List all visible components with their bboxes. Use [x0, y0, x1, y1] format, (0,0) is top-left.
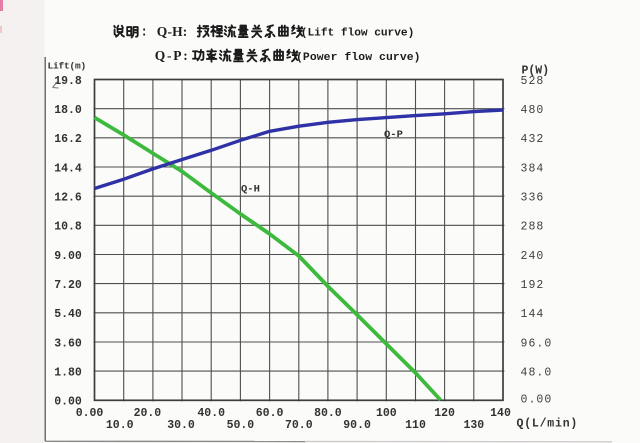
svg-text:(Lift flow curve): (Lift flow curve) — [301, 28, 415, 40]
svg-text:120: 120 — [434, 407, 455, 420]
svg-text:0.00: 0.00 — [54, 396, 82, 409]
svg-text:Q-P:: Q-P: — [155, 48, 188, 63]
svg-text:5.40: 5.40 — [54, 308, 82, 321]
svg-text:P(W): P(W) — [522, 65, 550, 78]
svg-text:140: 140 — [490, 407, 511, 420]
svg-text:528: 528 — [521, 75, 545, 88]
svg-text:16.2: 16.2 — [54, 133, 82, 146]
svg-text:9.00: 9.00 — [54, 250, 82, 263]
svg-text:240: 240 — [521, 250, 545, 263]
svg-text:Q-P: Q-P — [384, 129, 403, 141]
svg-text:70.0: 70.0 — [285, 419, 313, 432]
svg-text:50.0: 50.0 — [227, 419, 255, 432]
svg-text:1.80: 1.80 — [54, 367, 82, 380]
svg-text:18.0: 18.0 — [54, 104, 82, 117]
svg-text:130: 130 — [463, 419, 484, 432]
svg-text:0.00: 0.00 — [76, 407, 104, 420]
svg-text:96.0: 96.0 — [521, 337, 553, 350]
svg-text:110: 110 — [405, 419, 426, 432]
svg-text:14.4: 14.4 — [54, 162, 82, 175]
svg-text:100: 100 — [376, 407, 397, 420]
svg-text:Q(L/min): Q(L/min) — [517, 418, 579, 431]
svg-text:3.60: 3.60 — [54, 337, 82, 350]
svg-text:90.0: 90.0 — [343, 419, 371, 432]
svg-text:80.0: 80.0 — [314, 407, 342, 420]
svg-text:12.6: 12.6 — [54, 192, 82, 205]
svg-text:0.00: 0.00 — [521, 393, 553, 406]
svg-text:144: 144 — [521, 308, 545, 321]
svg-text:480: 480 — [521, 104, 545, 117]
svg-text:(Power flow curve): (Power flow curve) — [296, 52, 421, 64]
svg-text:Q-H:: Q-H: — [157, 24, 188, 39]
svg-text:19.8: 19.8 — [54, 75, 82, 88]
svg-text:7.20: 7.20 — [54, 279, 82, 292]
svg-text:Lift(m): Lift(m) — [48, 61, 87, 72]
svg-text:336: 336 — [521, 192, 545, 205]
svg-text:60.0: 60.0 — [256, 407, 284, 420]
svg-text:48.0: 48.0 — [521, 367, 553, 380]
svg-text:10.8: 10.8 — [54, 221, 82, 234]
svg-text:10.0: 10.0 — [106, 419, 134, 432]
svg-text:432: 432 — [521, 133, 545, 146]
svg-text:288: 288 — [521, 221, 545, 234]
svg-text:192: 192 — [521, 279, 545, 292]
svg-text:20.0: 20.0 — [134, 407, 162, 420]
svg-text:40.0: 40.0 — [197, 407, 225, 420]
svg-text:Q-H: Q-H — [241, 184, 260, 196]
svg-text::: : — [140, 25, 148, 40]
svg-text:384: 384 — [521, 162, 545, 175]
svg-text:30.0: 30.0 — [167, 419, 195, 432]
